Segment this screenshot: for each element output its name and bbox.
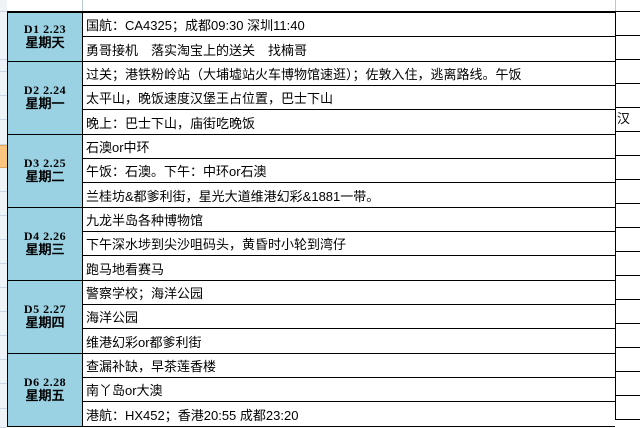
trailing-cell[interactable] <box>616 180 640 204</box>
trailing-cell[interactable] <box>616 204 640 228</box>
gutter-row[interactable] <box>0 72 7 96</box>
itinerary-row[interactable]: 跑马地看赛马 <box>83 256 615 280</box>
day-rows: 九龙半岛各种博物馆 下午深水埗到尖沙咀码头，黄昏时小轮到湾仔 跑马地看赛马 <box>83 208 615 280</box>
day-group: D3 2.25 星期二 石澳or中环 午饭：石澳。下午：中环or石澳 兰桂坊&都… <box>8 135 615 208</box>
gutter-row[interactable] <box>0 264 7 288</box>
day-weekday: 星期五 <box>25 388 65 404</box>
day-code: D4 2.26 <box>23 228 67 243</box>
trailing-cell[interactable] <box>616 372 640 396</box>
day-group: D6 2.28 星期五 查漏补缺，早茶莲香楼 南丫岛or大澳 港航：HX452；… <box>8 354 615 427</box>
day-header-cell[interactable]: D1 2.23 星期天 <box>8 13 83 61</box>
top-row-cell-a[interactable] <box>7 0 83 11</box>
itinerary-row[interactable]: 石澳or中环 <box>83 135 615 159</box>
itinerary-row[interactable]: 警察学校；海洋公园 <box>83 281 615 305</box>
trailing-cell[interactable] <box>616 12 640 36</box>
day-code: D1 2.23 <box>23 21 67 36</box>
itinerary-row[interactable]: 下午深水埗到尖沙咀码头，黄昏时小轮到湾仔 <box>83 232 615 256</box>
itinerary-row[interactable]: 港航：HX452；香港20:55 成都23:20 <box>83 402 615 426</box>
trailing-cell[interactable] <box>616 84 640 108</box>
gutter-row[interactable] <box>0 120 7 145</box>
itinerary-row[interactable]: 海洋公园 <box>83 305 615 329</box>
trailing-cell[interactable] <box>616 228 640 252</box>
day-rows: 国航：CA4325；成都09:30 深圳11:40 勇哥接机 落实淘宝上的送关 … <box>83 13 615 61</box>
trailing-cell[interactable]: 汉 <box>616 108 640 132</box>
itinerary-row[interactable]: 维港幻彩or都爹利街 <box>83 329 615 353</box>
top-row-cell-b[interactable] <box>615 0 640 11</box>
gutter-row[interactable] <box>0 288 7 312</box>
trailing-cell[interactable] <box>616 60 640 84</box>
trailing-cell[interactable] <box>616 36 640 60</box>
gutter-row[interactable] <box>0 192 7 216</box>
day-header-cell[interactable]: D2 2.24 星期一 <box>8 62 83 134</box>
day-header-cell[interactable]: D4 2.26 星期三 <box>8 208 83 280</box>
itinerary-row[interactable]: 九龙半岛各种博物馆 <box>83 208 615 232</box>
day-code: D3 2.25 <box>23 155 67 170</box>
day-group: D5 2.27 星期四 警察学校；海洋公园 海洋公园 维港幻彩or都爹利街 <box>8 281 615 354</box>
trailing-cell[interactable] <box>616 324 640 348</box>
trailing-cell[interactable] <box>616 132 640 156</box>
day-rows: 查漏补缺，早茶莲香楼 南丫岛or大澳 港航：HX452；香港20:55 成都23… <box>83 354 615 426</box>
day-weekday: 星期天 <box>25 35 65 51</box>
trailing-cell[interactable] <box>616 252 640 276</box>
top-partial-row[interactable] <box>7 0 640 12</box>
itinerary-row[interactable]: 查漏补缺，早茶莲香楼 <box>83 354 615 378</box>
day-rows: 过关；港铁粉岭站（大埔墟站火车博物馆速逛）；佐敦入住，逃离路线。午饭 太平山，晚… <box>83 62 615 134</box>
gutter-row[interactable] <box>0 240 7 264</box>
gutter-row[interactable] <box>0 12 7 60</box>
trailing-cell[interactable] <box>616 276 640 300</box>
gutter-row[interactable] <box>0 409 7 428</box>
trailing-column: 汉 <box>615 12 640 420</box>
itinerary-row[interactable]: 太平山，晚饭速度汉堡王占位置，巴士下山 <box>83 86 615 110</box>
day-header-cell[interactable]: D6 2.28 星期五 <box>8 354 83 426</box>
gutter-row[interactable] <box>0 216 7 240</box>
itinerary-row[interactable]: 国航：CA4325；成都09:30 深圳11:40 <box>83 13 615 37</box>
itinerary-row[interactable]: 过关；港铁粉岭站（大埔墟站火车博物馆速逛）；佐敦入住，逃离路线。午饭 <box>83 62 615 86</box>
day-weekday: 星期三 <box>25 242 65 258</box>
gutter-row[interactable] <box>0 96 7 120</box>
day-code: D2 2.24 <box>23 82 67 97</box>
gutter-row[interactable] <box>0 360 7 384</box>
gutter-row[interactable] <box>0 0 7 12</box>
day-header-cell[interactable]: D3 2.25 星期二 <box>8 135 83 207</box>
day-header-cell[interactable]: D5 2.27 星期四 <box>8 281 83 353</box>
day-group: D4 2.26 星期三 九龙半岛各种博物馆 下午深水埗到尖沙咀码头，黄昏时小轮到… <box>8 208 615 281</box>
itinerary-row[interactable]: 南丫岛or大澳 <box>83 378 615 402</box>
day-code: D5 2.27 <box>23 301 67 316</box>
trailing-cell[interactable] <box>616 156 640 180</box>
gutter-row[interactable] <box>0 60 7 72</box>
day-group: D2 2.24 星期一 过关；港铁粉岭站（大埔墟站火车博物馆速逛）；佐敦入住，逃… <box>8 62 615 135</box>
trailing-cell[interactable] <box>616 396 640 420</box>
trailing-cell[interactable] <box>616 348 640 372</box>
day-group: D1 2.23 星期天 国航：CA4325；成都09:30 深圳11:40 勇哥… <box>8 13 615 62</box>
day-code: D6 2.28 <box>23 374 67 389</box>
itinerary-row[interactable]: 晚上：巴士下山，庙街吃晚饭 <box>83 110 615 134</box>
gutter-row[interactable] <box>0 312 7 336</box>
day-rows: 警察学校；海洋公园 海洋公园 维港幻彩or都爹利街 <box>83 281 615 353</box>
itinerary-row[interactable]: 勇哥接机 落实淘宝上的送关 找楠哥 <box>83 37 615 61</box>
gutter-row[interactable] <box>0 384 7 409</box>
day-rows: 石澳or中环 午饭：石澳。下午：中环or石澳 兰桂坊&都爹利街，星光大道维港幻彩… <box>83 135 615 207</box>
gutter-row[interactable] <box>0 168 7 192</box>
day-weekday: 星期一 <box>25 96 65 112</box>
gutter-row[interactable] <box>0 336 7 360</box>
trailing-cell[interactable] <box>616 300 640 324</box>
itinerary-row[interactable]: 午饭：石澳。下午：中环or石澳 <box>83 159 615 183</box>
day-weekday: 星期四 <box>25 315 65 331</box>
itinerary-table: D1 2.23 星期天 国航：CA4325；成都09:30 深圳11:40 勇哥… <box>7 12 615 427</box>
day-weekday: 星期二 <box>25 169 65 185</box>
gutter-row-selected-marker[interactable] <box>0 145 7 168</box>
itinerary-row[interactable]: 兰桂坊&都爹利街，星光大道维港幻彩&1881一带。 <box>83 183 615 207</box>
